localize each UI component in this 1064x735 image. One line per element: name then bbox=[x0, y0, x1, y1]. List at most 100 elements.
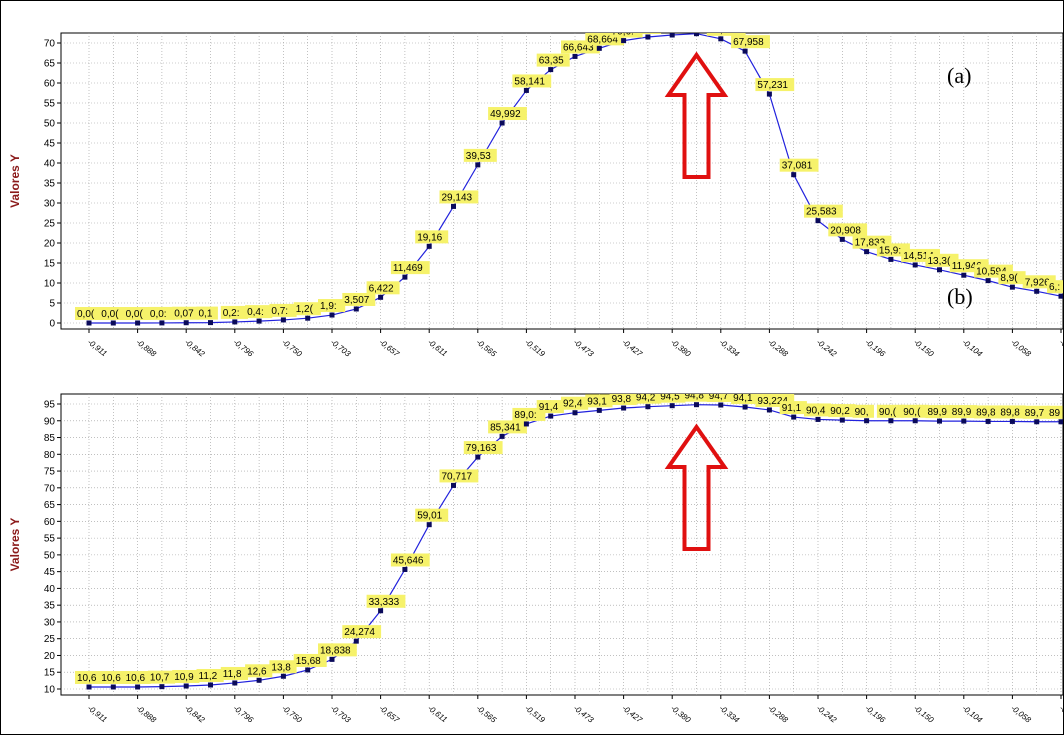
data-label-box bbox=[172, 669, 200, 683]
annotation-arrow bbox=[664, 51, 729, 179]
data-label-box bbox=[512, 74, 552, 88]
data-label-box bbox=[633, 33, 662, 34]
data-label-box bbox=[901, 404, 929, 418]
data-point bbox=[402, 274, 408, 280]
data-label-box bbox=[1022, 405, 1050, 419]
data-label-text: 6,: bbox=[1049, 282, 1060, 293]
data-label-box bbox=[658, 19, 685, 32]
y-tick-label: 95 bbox=[44, 400, 56, 411]
y-tick-label: 20 bbox=[44, 239, 56, 250]
data-label-box bbox=[1047, 405, 1063, 419]
data-label-text: 25,583 bbox=[806, 207, 837, 218]
data-label-box bbox=[561, 396, 589, 410]
data-label-text: 94,1 bbox=[733, 393, 753, 404]
data-label-box bbox=[390, 261, 430, 275]
data-label: 92,4 bbox=[561, 396, 589, 410]
data-point bbox=[742, 404, 748, 410]
data-label-box bbox=[99, 670, 127, 684]
x-tick-label: -0,911 bbox=[86, 703, 109, 724]
y-tick-label: 10 bbox=[44, 685, 56, 696]
data-label-text: 94,5 bbox=[660, 392, 680, 403]
y-tick-label: 5 bbox=[49, 299, 55, 310]
data-label-text: 72,( bbox=[660, 21, 678, 32]
data-label: 90,2 bbox=[828, 404, 856, 418]
data-label-box bbox=[949, 405, 977, 419]
x-tick-label: -0,796 bbox=[232, 337, 256, 358]
data-label-text: 58,141 bbox=[514, 76, 545, 87]
data-point bbox=[159, 320, 165, 326]
data-label-box bbox=[731, 35, 770, 49]
data-label-box bbox=[99, 307, 127, 320]
data-label: 85,341 bbox=[488, 420, 527, 434]
data-label-text: 72,333 bbox=[685, 20, 716, 31]
data-label: 20,908 bbox=[828, 223, 868, 237]
data-label: 0,0( bbox=[99, 307, 127, 320]
data-label-box bbox=[609, 33, 643, 38]
data-point bbox=[961, 418, 967, 424]
data-label: 15,68 bbox=[293, 653, 327, 667]
data-label-text: 14,514 bbox=[903, 251, 934, 262]
data-label-text: 17,833 bbox=[855, 238, 886, 249]
data-point bbox=[621, 38, 627, 44]
data-label: 72,333 bbox=[683, 18, 722, 31]
data-label-box bbox=[706, 394, 734, 403]
data-label-text: 10,594 bbox=[976, 267, 1007, 278]
x-tick-label: -0,058 bbox=[1009, 337, 1033, 358]
data-label-box bbox=[220, 666, 248, 680]
data-label: 0,2: bbox=[220, 305, 248, 319]
data-label: 0,7: bbox=[269, 303, 297, 317]
y-tick-label: 10 bbox=[44, 279, 56, 290]
data-label-box bbox=[75, 307, 103, 320]
x-tick-label: -0,611 bbox=[426, 337, 449, 358]
data-label: 0,4: bbox=[245, 305, 273, 319]
data-label: 10,6 bbox=[123, 670, 151, 684]
x-tick-label: -0,104 bbox=[961, 337, 985, 358]
data-label-text: 89,9 bbox=[952, 407, 972, 418]
data-label-text: 89,8 bbox=[976, 407, 996, 418]
data-point bbox=[305, 315, 311, 321]
x-tick-label: -0,334 bbox=[718, 337, 742, 358]
data-label-box bbox=[876, 404, 905, 418]
data-label-box bbox=[609, 394, 637, 406]
data-label-box bbox=[925, 405, 953, 419]
data-label-text: 24,274 bbox=[344, 627, 375, 638]
data-label-box bbox=[804, 403, 832, 417]
y-tick-label: 0 bbox=[49, 319, 55, 330]
data-label-text: 39,53 bbox=[466, 151, 491, 162]
y-axis-label: Valores Y bbox=[8, 518, 22, 572]
data-label-text: 10,7 bbox=[150, 673, 170, 684]
data-point bbox=[815, 218, 821, 224]
data-point bbox=[839, 417, 845, 423]
data-point bbox=[1034, 419, 1040, 425]
y-tick-label: 50 bbox=[44, 119, 56, 130]
data-point bbox=[110, 684, 116, 690]
data-label-box bbox=[318, 643, 357, 657]
data-point bbox=[402, 566, 408, 572]
data-label: 0,1 bbox=[196, 306, 218, 320]
data-label-text: 90,( bbox=[879, 407, 897, 418]
data-label: 59,01 bbox=[415, 508, 449, 522]
data-label-box bbox=[318, 299, 346, 313]
data-label-text: 90,4 bbox=[806, 405, 826, 416]
data-point bbox=[183, 683, 189, 689]
data-label-text: 0,07 bbox=[174, 309, 194, 320]
data-label: 58,141 bbox=[512, 74, 552, 88]
data-point bbox=[888, 418, 894, 424]
x-tick-label: -0,242 bbox=[815, 337, 839, 358]
data-label-box bbox=[123, 670, 151, 684]
data-label-box bbox=[172, 306, 200, 320]
data-label-text: 10,6 bbox=[101, 673, 121, 684]
data-label-text: 3,507 bbox=[344, 295, 369, 306]
data-label: 1,9: bbox=[318, 299, 346, 313]
data-label: 19,16 bbox=[415, 230, 449, 244]
data-label-text: 91,1 bbox=[782, 403, 802, 414]
data-label: 37,081 bbox=[779, 158, 819, 172]
data-label-box bbox=[439, 190, 479, 204]
data-label: 57,231 bbox=[755, 78, 795, 92]
data-label: 70,6: bbox=[609, 33, 643, 38]
x-tick-label: -0,703 bbox=[329, 337, 353, 358]
data-label-text: 89,8 bbox=[1000, 407, 1020, 418]
data-label-text: 66,643 bbox=[563, 42, 594, 53]
data-point bbox=[766, 407, 772, 413]
